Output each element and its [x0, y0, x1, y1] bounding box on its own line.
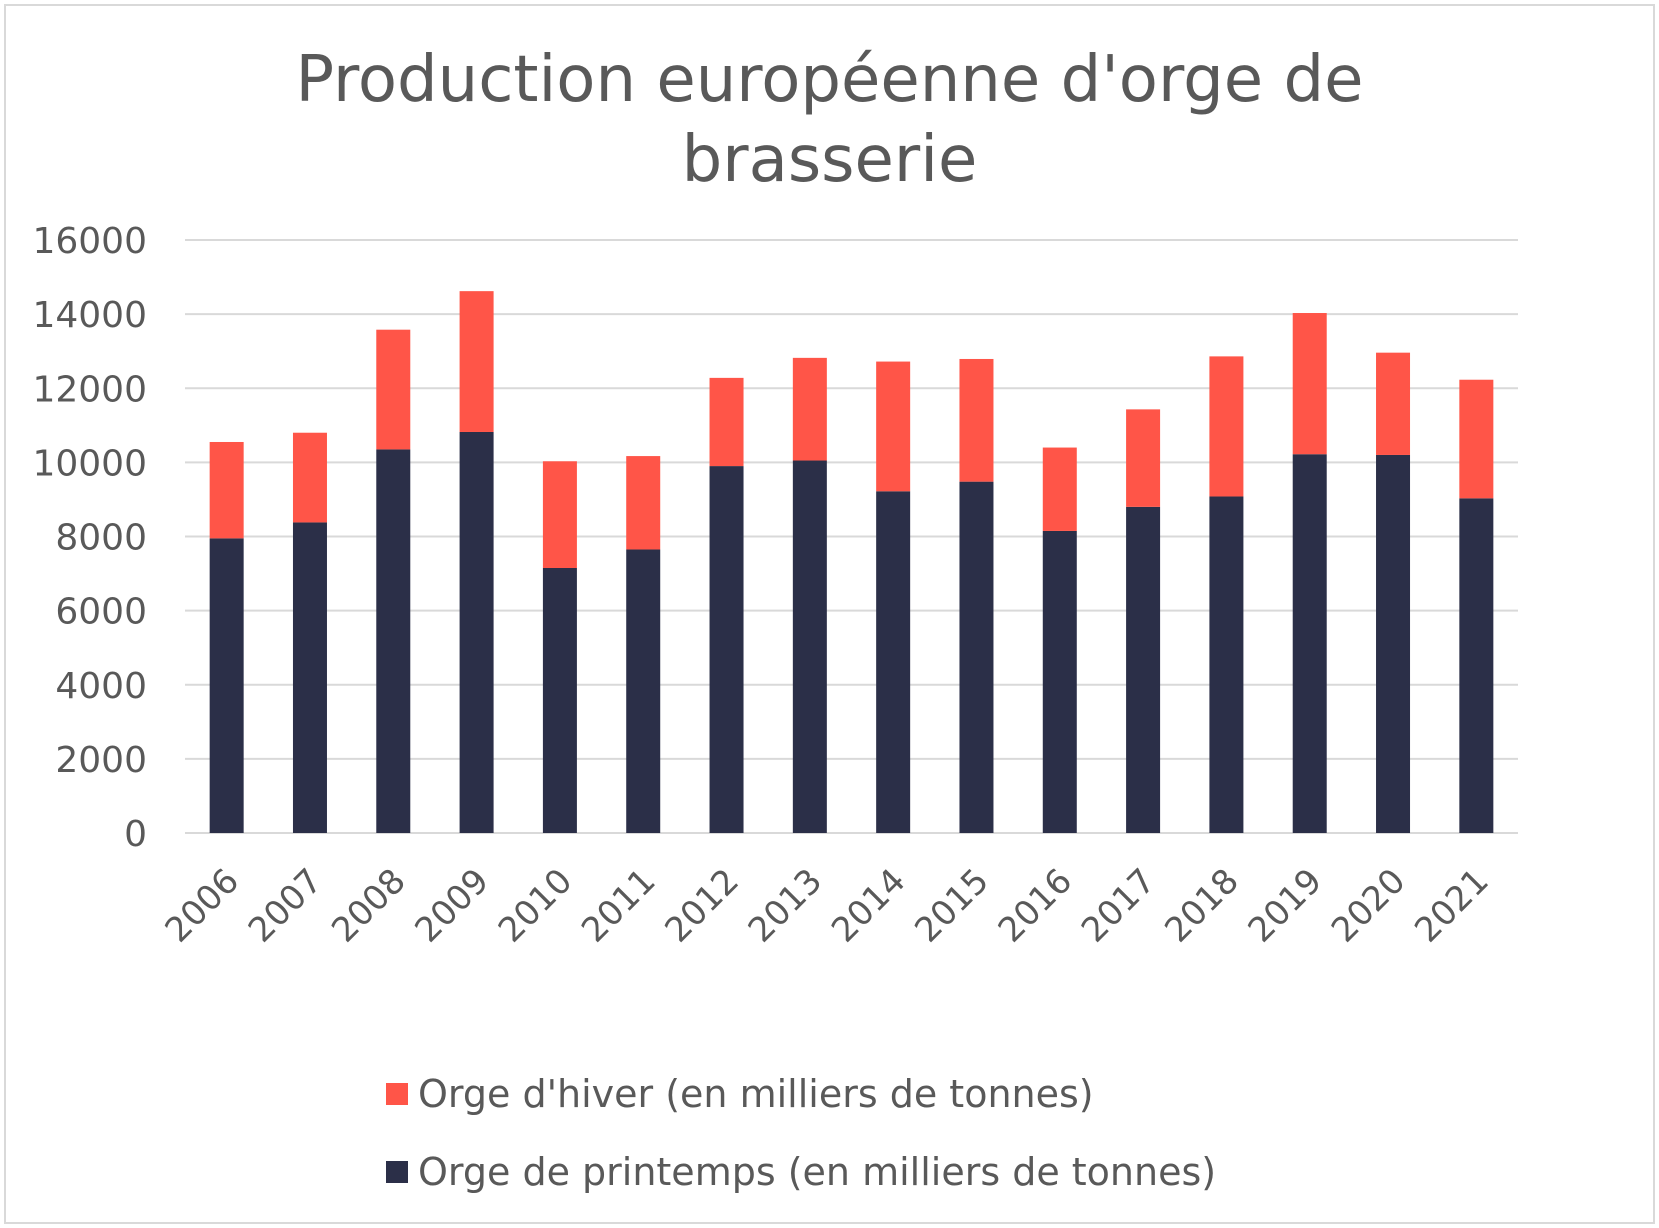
- x-tick-label: 2013: [741, 861, 830, 950]
- chart-legend: Orge d'hiver (en milliers de tonnes) Org…: [386, 1055, 1216, 1211]
- bar-orge-printemps: [376, 449, 411, 833]
- x-tick-label: 2014: [824, 861, 913, 950]
- bar-orge-hiver: [1042, 447, 1077, 531]
- x-tick-label: 2011: [574, 861, 663, 950]
- bar-orge-printemps: [292, 522, 327, 833]
- bar-orge-printemps: [959, 481, 994, 833]
- legend-item-orge-printemps: Orge de printemps (en milliers de tonnes…: [386, 1133, 1216, 1211]
- chart-title: Production européenne d'orge de brasserie: [295, 43, 1364, 197]
- x-tick-label: 2019: [1241, 861, 1330, 950]
- bar-orge-hiver: [376, 329, 411, 450]
- bar-orge-printemps: [459, 431, 494, 833]
- bar-orge-hiver: [459, 291, 494, 432]
- y-tick-label: 12000: [32, 369, 147, 410]
- legend-swatch-orge-hiver: [386, 1083, 408, 1105]
- bar-orge-printemps: [209, 538, 244, 833]
- bar-orge-hiver: [1292, 313, 1327, 455]
- bar-orge-hiver: [959, 358, 994, 482]
- bar-orge-hiver: [1459, 379, 1494, 499]
- y-tick-label: 8000: [55, 518, 147, 559]
- bar-orge-hiver: [876, 361, 911, 492]
- bar-orge-printemps: [1376, 454, 1411, 833]
- bar-orge-hiver: [209, 441, 244, 539]
- x-tick-label: 2020: [1324, 861, 1413, 950]
- x-tick-label: 2012: [657, 861, 746, 950]
- y-tick-label: 14000: [32, 295, 147, 336]
- bar-orge-printemps: [626, 549, 661, 833]
- bar-orge-printemps: [1042, 530, 1077, 833]
- bar-orge-hiver: [1126, 409, 1161, 507]
- y-tick-label: 2000: [55, 740, 147, 781]
- bar-orge-printemps: [1126, 506, 1161, 833]
- x-tick-label: 2006: [158, 861, 247, 950]
- x-tick-label: 2017: [1074, 861, 1163, 950]
- bar-orge-hiver: [626, 456, 661, 550]
- bar-orge-hiver: [709, 377, 744, 467]
- legend-label-orge-hiver: Orge d'hiver (en milliers de tonnes): [418, 1072, 1094, 1116]
- x-tick-label: 2010: [491, 861, 580, 950]
- y-tick-label: 4000: [55, 666, 147, 707]
- bar-orge-hiver: [1209, 356, 1244, 497]
- legend-label-orge-printemps: Orge de printemps (en milliers de tonnes…: [418, 1150, 1217, 1194]
- bar-orge-printemps: [876, 491, 911, 833]
- bar-orge-printemps: [1292, 454, 1327, 833]
- bar-orge-hiver: [542, 461, 577, 569]
- x-tick-label: 2018: [1157, 861, 1246, 950]
- x-tick-label: 2021: [1407, 861, 1496, 950]
- bar-orge-printemps: [542, 568, 577, 833]
- x-tick-label: 2015: [907, 861, 996, 950]
- x-tick-label: 2016: [991, 861, 1080, 950]
- legend-item-orge-hiver: Orge d'hiver (en milliers de tonnes): [386, 1055, 1216, 1133]
- bar-orge-printemps: [1459, 498, 1494, 833]
- bar-orge-printemps: [709, 466, 744, 833]
- x-tick-label: 2007: [241, 861, 330, 950]
- y-tick-label: 10000: [32, 443, 147, 484]
- y-tick-label: 16000: [32, 221, 147, 262]
- x-tick-label: 2008: [324, 861, 413, 950]
- y-tick-label: 6000: [55, 592, 147, 633]
- bar-orge-hiver: [292, 432, 327, 523]
- bar-orge-hiver: [792, 357, 827, 461]
- bar-orge-printemps: [792, 460, 827, 833]
- bar-orge-printemps: [1209, 496, 1244, 833]
- legend-swatch-orge-printemps: [386, 1161, 408, 1183]
- x-tick-label: 2009: [407, 861, 496, 950]
- bar-orge-hiver: [1376, 352, 1411, 455]
- y-tick-label: 0: [124, 814, 147, 855]
